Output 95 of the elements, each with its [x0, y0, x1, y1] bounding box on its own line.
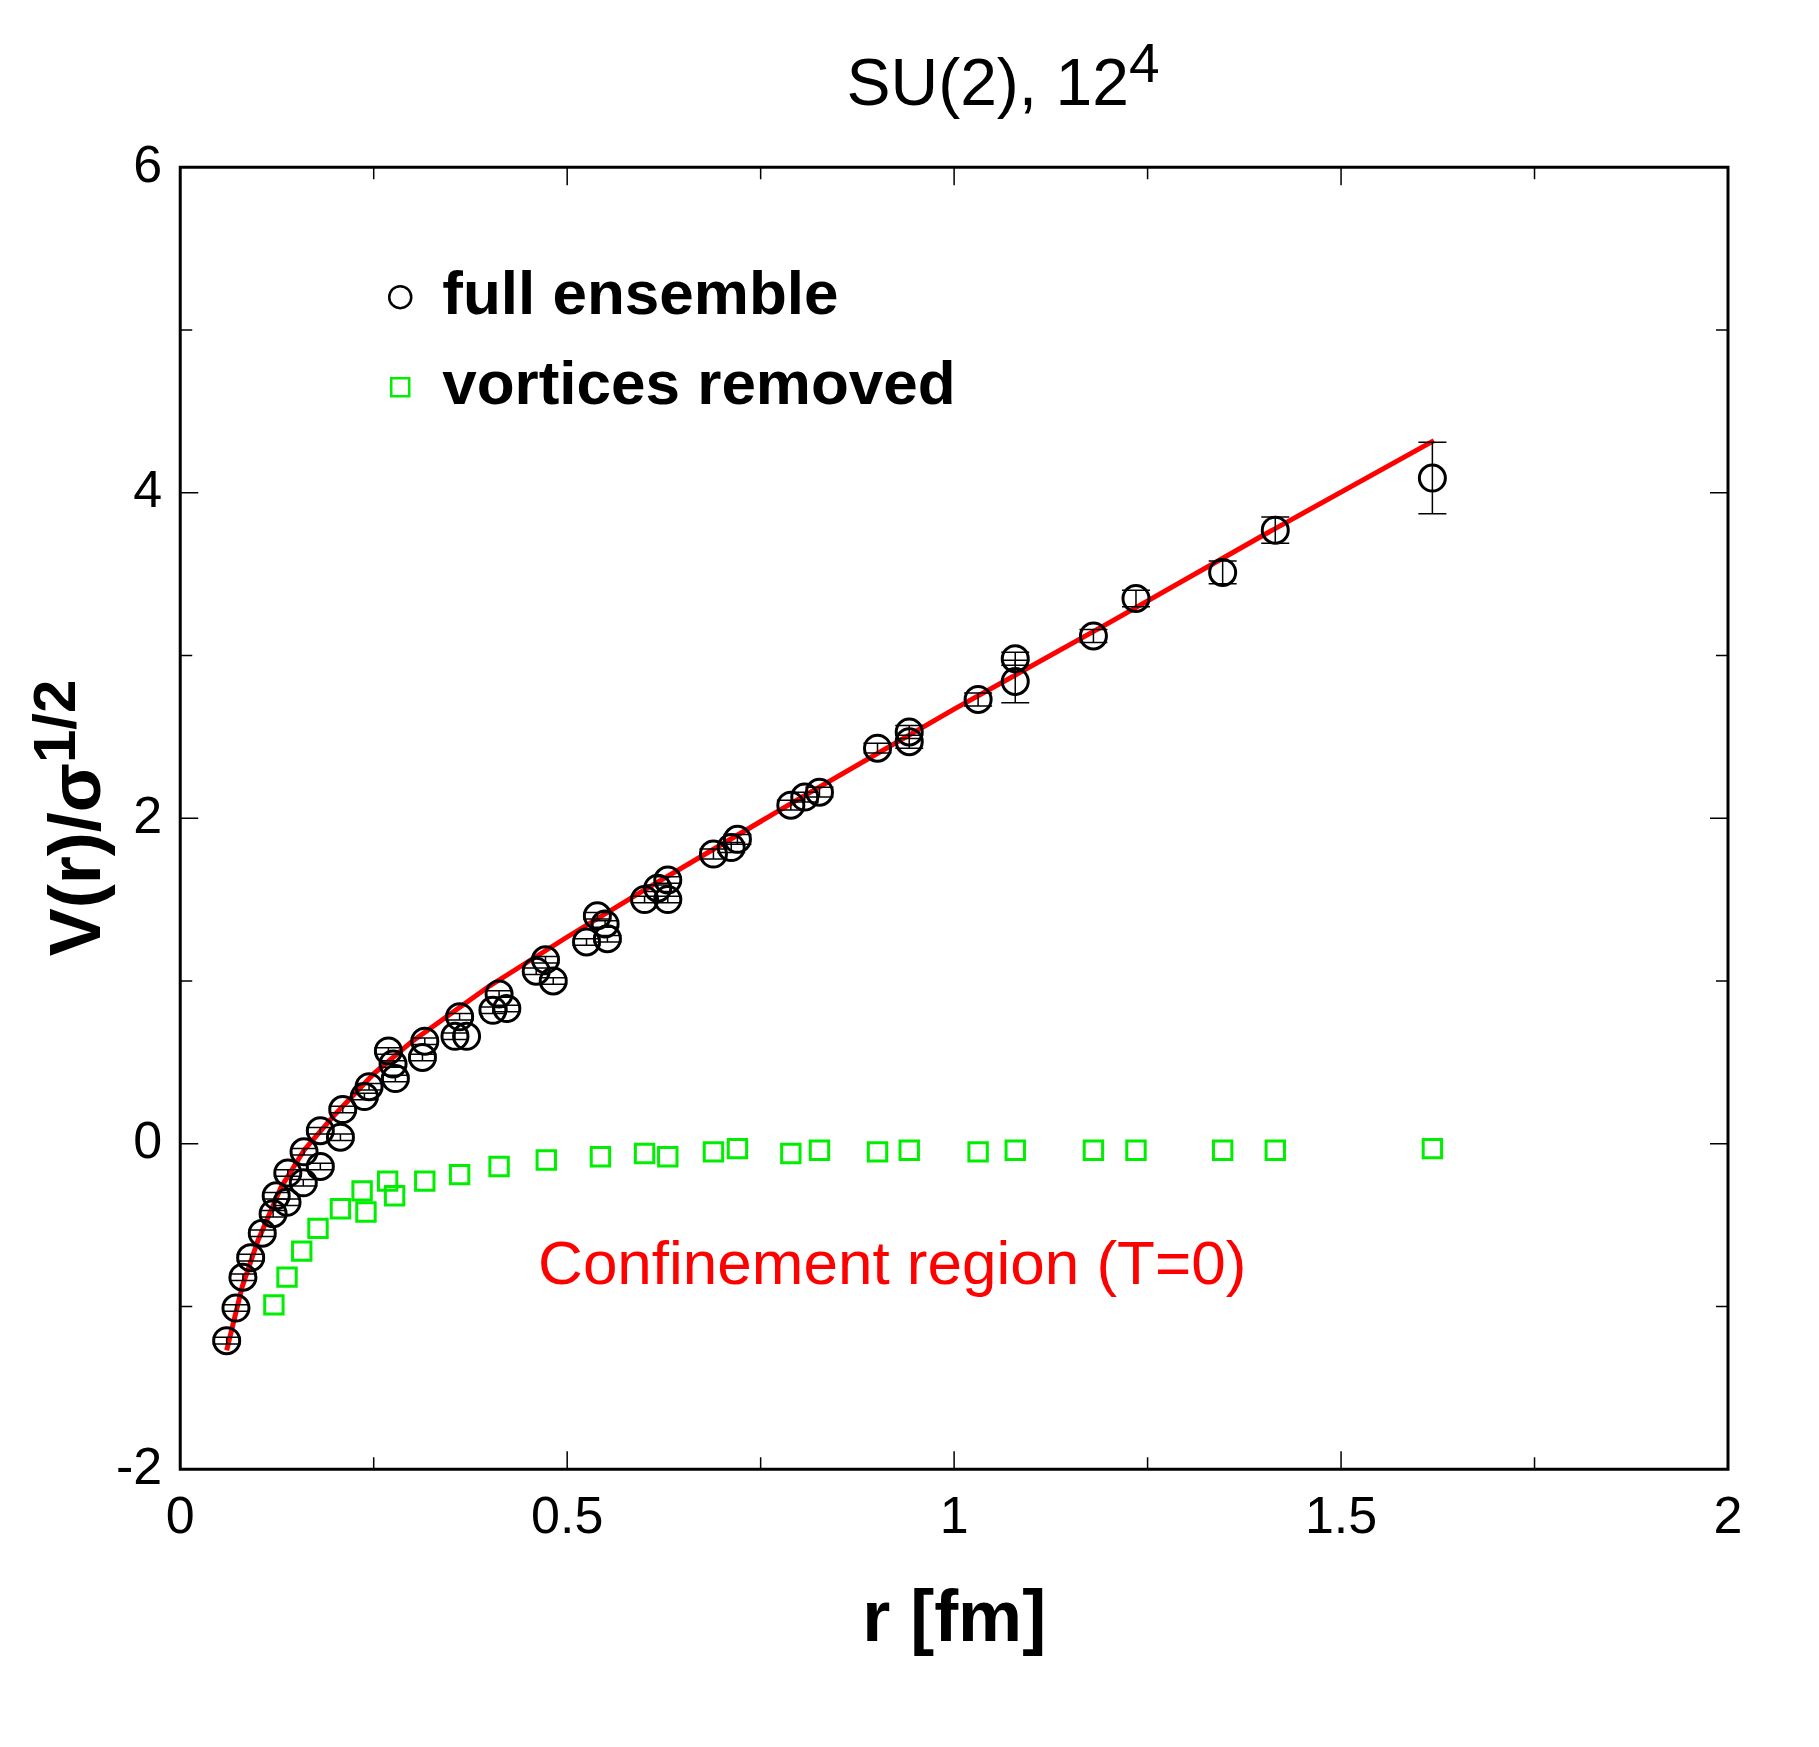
point: [329, 1198, 352, 1220]
point: [383, 1185, 406, 1207]
point: [440, 1021, 470, 1051]
point: [780, 1142, 802, 1165]
point: [963, 684, 993, 714]
point: [273, 1158, 303, 1188]
point: [484, 979, 514, 1009]
point: [351, 1180, 373, 1202]
point: [376, 1170, 399, 1192]
point: [1264, 1139, 1286, 1161]
point: [288, 1168, 318, 1198]
point: [325, 1122, 355, 1152]
point: [722, 824, 752, 854]
point: [1421, 1137, 1444, 1160]
y-tick-label: 0: [133, 1111, 163, 1170]
point: [863, 733, 892, 763]
point: [291, 1240, 313, 1262]
point: [804, 777, 834, 807]
point: [354, 1072, 384, 1102]
point: [276, 1266, 298, 1288]
point: [452, 1021, 482, 1051]
point: [630, 885, 660, 915]
point: [1000, 644, 1030, 674]
point: [535, 1149, 557, 1171]
point: [572, 927, 602, 957]
y-tick-label: 6: [133, 134, 163, 193]
point: [702, 1141, 725, 1163]
point: [653, 885, 683, 915]
x-tick-label: 1: [939, 1485, 969, 1544]
legend-label: vortices removed: [442, 348, 956, 418]
point: [657, 1146, 679, 1168]
point: [228, 1262, 258, 1292]
point: [272, 1187, 302, 1217]
point: [1078, 621, 1108, 651]
chart-title: SU(2), 12$^{4}$: [845, 31, 1161, 119]
point: [380, 1064, 410, 1094]
point: [894, 727, 924, 757]
y-tick-label: 4: [133, 460, 163, 519]
point: [373, 1036, 403, 1066]
point: [590, 909, 620, 939]
point: [726, 1137, 749, 1160]
point: [305, 1116, 335, 1146]
point: [967, 1141, 989, 1163]
point: [866, 1141, 889, 1163]
x-tick-label: 1.5: [1304, 1485, 1378, 1544]
point: [261, 1181, 291, 1211]
point: [478, 995, 508, 1025]
legend-label: full ensemble: [442, 258, 839, 328]
point: [414, 1170, 436, 1192]
point: [589, 1146, 612, 1168]
point: [1121, 583, 1151, 613]
point: [258, 1199, 288, 1229]
annotation: Confinement region (T=0): [538, 1228, 1247, 1298]
point: [1125, 1139, 1147, 1161]
point: [898, 1139, 920, 1161]
point: [236, 1243, 266, 1273]
point: [698, 839, 728, 869]
point: [592, 924, 622, 954]
point: [1417, 463, 1447, 493]
point: [247, 1218, 277, 1248]
point: [328, 1095, 358, 1125]
point: [633, 1142, 656, 1165]
point: [521, 956, 551, 986]
point: [716, 833, 746, 862]
point: [407, 1042, 437, 1072]
point: [410, 1026, 440, 1056]
point: [492, 994, 522, 1024]
y-tick-label: -2: [115, 1436, 163, 1495]
point: [212, 1326, 242, 1356]
point: [221, 1293, 251, 1323]
x-tick-label: 0.5: [531, 1485, 604, 1544]
point: [531, 945, 561, 975]
point: [1000, 666, 1030, 696]
point: [307, 1217, 329, 1240]
point: [445, 1002, 475, 1032]
point: [894, 717, 924, 747]
point: [643, 873, 673, 903]
point: [1211, 1139, 1234, 1161]
point: [448, 1163, 471, 1186]
point: [1082, 1139, 1105, 1161]
point: [538, 966, 568, 996]
x-tick-label: 2: [1713, 1485, 1743, 1544]
point: [808, 1139, 831, 1161]
point: [263, 1294, 285, 1316]
x-axis-title: r [fm]: [862, 1575, 1047, 1656]
point: [349, 1082, 379, 1111]
point: [582, 901, 612, 931]
point: [355, 1201, 377, 1223]
point: [378, 1049, 408, 1079]
point: [1004, 1139, 1026, 1161]
point: [289, 1137, 319, 1167]
point: [305, 1151, 335, 1181]
y-tick-label: 2: [133, 785, 163, 844]
point: [653, 865, 683, 895]
point: [488, 1155, 510, 1178]
